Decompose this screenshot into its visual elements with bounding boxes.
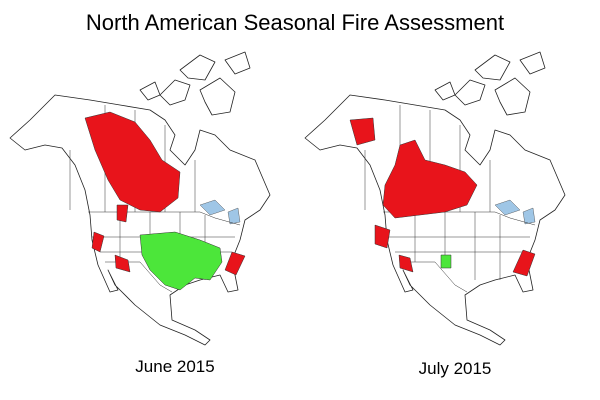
low-fire-area	[440, 254, 452, 269]
fire-area	[114, 254, 131, 273]
map-label: July 2015	[419, 359, 492, 378]
fire-area	[398, 254, 414, 273]
fire-area	[374, 224, 391, 249]
fire-area	[382, 139, 478, 219]
fire-area	[224, 251, 246, 276]
map-label: June 2015	[135, 357, 214, 376]
fire-area	[84, 111, 181, 213]
fire-area	[116, 204, 129, 223]
map-july	[304, 51, 566, 346]
fire-area	[91, 231, 105, 253]
low-fire-area	[139, 231, 223, 291]
fire-area	[512, 249, 536, 277]
fire-area	[349, 117, 376, 146]
title: North American Seasonal Fire Assessment	[86, 10, 504, 35]
map-june	[9, 51, 271, 346]
